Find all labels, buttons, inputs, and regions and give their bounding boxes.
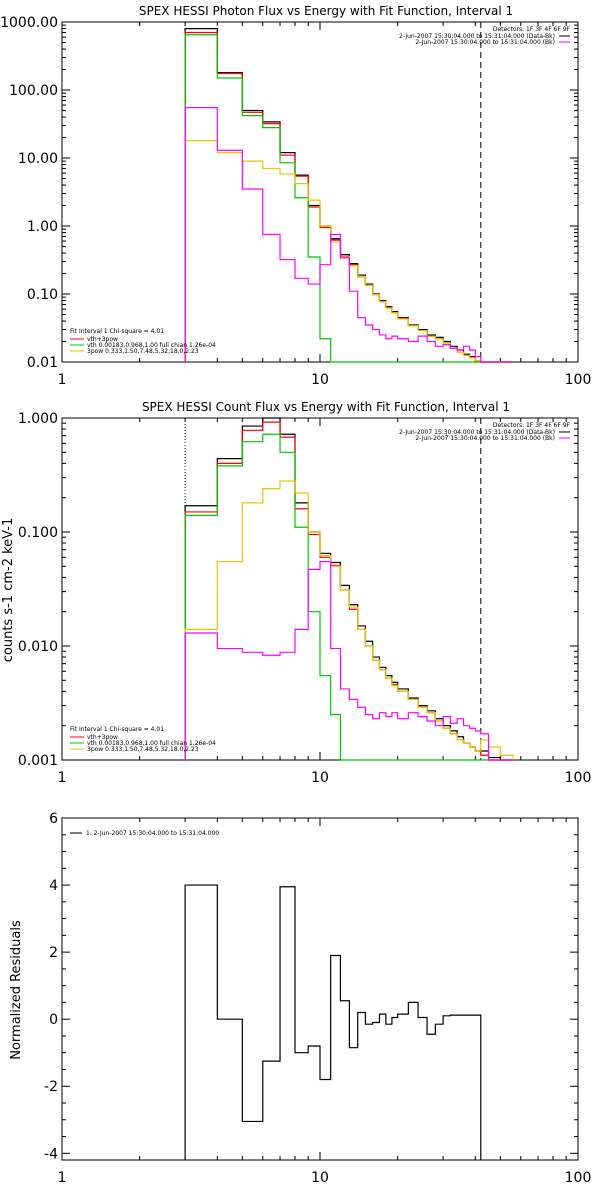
photon-legend-vth3pow: vth+3pow <box>87 336 118 343</box>
photon-series-4-step-line <box>184 107 514 363</box>
residuals-y-tick-label: -4 <box>44 1146 58 1162</box>
count-legend-vth: vth 0.00183,0.968,1.00 full chian 1.26e-… <box>87 740 216 747</box>
photon-x-tick-label: 10 <box>311 372 329 388</box>
photon-detectors-label: Detectors: 1F 3F 4F 6F 9F <box>493 26 571 33</box>
residuals-x-tick-label: 1 <box>58 1170 67 1186</box>
count-series-2-step-line <box>184 433 514 761</box>
count-legend-data-bk: 2-Jun-2007 15:30:04.000 to 15:31:04.000 … <box>399 429 555 436</box>
photon-y-tick-label: 0.10 <box>27 287 58 303</box>
count-y-tick-label: 1.000 <box>18 411 58 427</box>
photon-x-tick-label: 1 <box>58 372 67 388</box>
residuals-panel: Normalized Residuals 1 10 100 -4 -2 0 2 4 6 1. 2… <box>9 811 591 1186</box>
count-y-tick-label: 0.001 <box>18 753 58 769</box>
residuals-y-axis-label: Normalized Residuals <box>9 920 24 1060</box>
residuals-x-tick-label: 10 <box>311 1170 329 1186</box>
photon-legend-bk: 2-Jun-2007 15:30:04.000 to 15:31:04.000 … <box>415 39 555 46</box>
count-flux-panel: SPEX HESSI Count Flux vs Energy with Fit… <box>1 400 591 786</box>
count-series-0-step-line <box>184 417 514 761</box>
count-flux-plot-frame <box>61 417 579 761</box>
count-series-4-step-line <box>184 560 514 761</box>
photon-series-2-step-line <box>184 34 514 363</box>
photon-flux-title: SPEX HESSI Photon Flux vs Energy with Fi… <box>139 4 513 18</box>
count-y-tick-label: 0.010 <box>18 639 58 655</box>
residuals-series-0-step-line <box>184 884 482 1160</box>
count-flux-y-axis-label: counts s-1 cm-2 keV-1 <box>1 518 16 663</box>
count-legend-bk: 2-Jun-2007 15:30:04.000 to 15:31:04.000 … <box>415 435 555 442</box>
count-legend-vth3pow: vth+3pow <box>87 734 118 741</box>
photon-flux-panel: SPEX HESSI Photon Flux vs Energy with Fi… <box>0 4 591 388</box>
photon-legend-data-bk: 2-Jun-2007 15:30:04.000 to 15:31:04.000 … <box>399 33 555 40</box>
photon-y-tick-label: 0.01 <box>27 355 58 371</box>
count-flux-title: SPEX HESSI Count Flux vs Energy with Fit… <box>142 400 510 414</box>
residuals-plot-frame <box>61 817 579 1161</box>
photon-x-tick-label: 100 <box>565 372 592 388</box>
residuals-y-tick-label: 0 <box>49 1012 58 1028</box>
photon-series-3-step-line <box>184 140 514 363</box>
count-x-tick-label: 1 <box>58 770 67 786</box>
count-detectors-label: Detectors: 1F 3F 4F 6F 9F <box>493 422 571 429</box>
count-fit-header: Fit Interval 1 Chi-square = 4.01 <box>70 726 164 733</box>
residuals-y-tick-label: 6 <box>49 811 58 827</box>
residuals-y-tick-label: -2 <box>44 1079 58 1095</box>
residuals-x-tick-label: 100 <box>565 1170 592 1186</box>
photon-series-1-step-line <box>184 31 514 363</box>
photon-y-tick-label: 1000.00 <box>0 15 58 31</box>
residuals-y-tick-label: 2 <box>49 945 58 961</box>
count-x-tick-label: 10 <box>311 770 329 786</box>
photon-y-tick-label: 10.00 <box>18 151 58 167</box>
photon-legend-3pow: 3pow 0.333,1.50,7.48,5.32,18.0,2.23 <box>87 348 199 355</box>
count-series-3-step-line <box>184 480 514 760</box>
photon-y-tick-label: 100.00 <box>9 83 58 99</box>
photon-fit-header: Fit Interval 1 Chi-square = 4.01 <box>70 328 164 335</box>
residuals-y-tick-label: 4 <box>49 878 58 894</box>
photon-y-tick-label: 1.00 <box>27 219 58 235</box>
photon-legend-vth: vth 0.00183,0.968,1.00 full chian 1.26e-… <box>87 342 216 349</box>
count-legend-3pow: 3pow 0.333,1.50,7.48,5.32,18.0,2.23 <box>87 746 199 753</box>
count-x-tick-label: 100 <box>565 770 592 786</box>
count-y-tick-label: 0.100 <box>18 525 58 541</box>
residuals-legend-label: 1. 2-Jun-2007 15:30:04.000 to 15:31:04.0… <box>86 830 219 837</box>
